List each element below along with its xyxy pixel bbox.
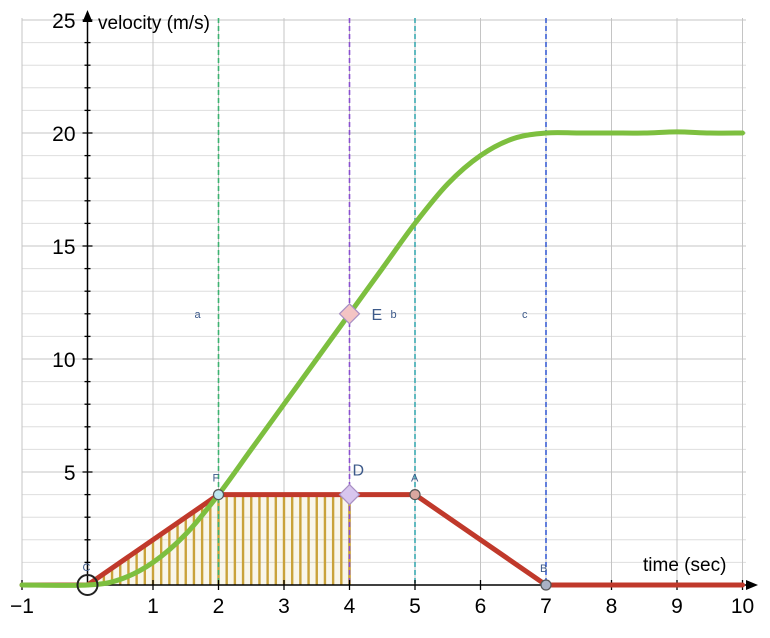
x-tick-label: 4: [344, 595, 356, 618]
y-tick-label: 10: [52, 349, 75, 372]
point-C-label: C: [83, 562, 91, 574]
x-tick-label: 6: [475, 595, 487, 618]
tick-labels: −1 1 2 3 4 5 6 7 8 9 10 5 10 15 20 25: [10, 10, 754, 618]
x-tick-label: 5: [409, 595, 421, 618]
x-tick-label: −1: [10, 595, 34, 618]
x-axis-title: time (sec): [643, 555, 726, 576]
x-axis-arrow: [746, 580, 758, 590]
y-axis-title: velocity (m/s): [98, 13, 210, 34]
point-F: [212, 489, 225, 501]
x-tick-label: 10: [731, 595, 754, 618]
point-D-label: D: [353, 463, 365, 480]
y-tick-label: 25: [52, 10, 75, 33]
point-C: [76, 574, 99, 596]
y-tick-label: 20: [52, 123, 75, 146]
x-tick-label: 1: [147, 595, 159, 618]
y-axis-arrow: [82, 10, 93, 22]
x-tick-label: 8: [606, 595, 618, 618]
point-A: [409, 489, 421, 501]
points: C F D A B E: [76, 302, 552, 596]
point-E-label: E: [372, 307, 383, 324]
y-tick-label: 15: [52, 236, 75, 259]
x-tick-label: 3: [278, 595, 290, 618]
grid: [21, 18, 746, 586]
point-D: [338, 483, 361, 506]
x-tick-label: 2: [213, 595, 225, 618]
point-B-label: B: [540, 563, 547, 575]
vertical-line-label: c: [522, 309, 528, 321]
y-tick-label: 5: [64, 462, 76, 485]
point-E: [338, 302, 361, 325]
point-A-label: A: [411, 473, 419, 485]
point-B: [540, 579, 552, 591]
x-tick-label: 7: [540, 595, 552, 618]
series-line-green: [19, 129, 745, 588]
point-F-label: F: [213, 473, 220, 485]
axes: [21, 10, 758, 590]
vertical-line-label: a: [195, 309, 202, 321]
vertical-line-label: b: [391, 309, 397, 321]
x-tick-label: 9: [671, 595, 683, 618]
